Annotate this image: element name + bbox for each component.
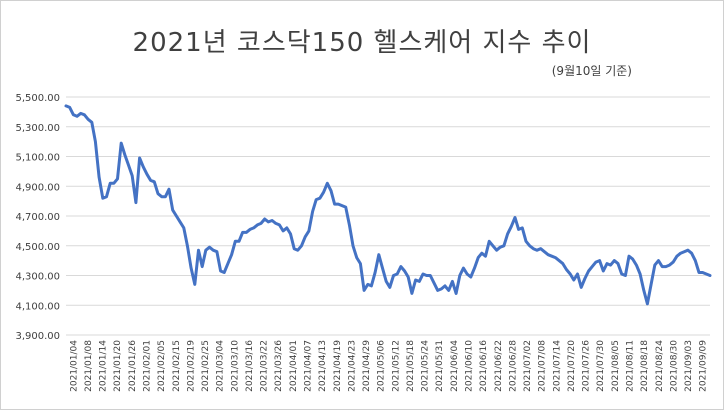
chart-title: 2021년 코스닥150 헬스케어 지수 추이 [132, 28, 592, 58]
x-tick-label: 2021/02/05 [157, 340, 167, 392]
x-tick-label: 2021/04/19 [333, 340, 343, 392]
y-tick-label: 4,900.00 [15, 182, 60, 193]
x-tick-label: 2021/01/14 [99, 340, 109, 392]
x-tick-label: 2021/02/01 [143, 340, 153, 392]
y-tick-label: 4,700.00 [15, 212, 60, 223]
x-tick-label: 2021/04/13 [318, 340, 328, 392]
x-tick-label: 2021/07/20 [567, 340, 577, 392]
x-tick-label: 2021/08/18 [640, 340, 650, 392]
x-tick-label: 2021/08/24 [655, 340, 665, 392]
x-tick-label: 2021/05/18 [406, 340, 416, 392]
x-tick-label: 2021/04/23 [347, 340, 357, 392]
y-tick-label: 4,100.00 [15, 301, 60, 312]
y-tick-label: 4,300.00 [15, 272, 60, 283]
x-tick-label: 2021/05/12 [391, 340, 401, 392]
x-tick-label: 2021/08/05 [611, 340, 621, 392]
series-line [64, 104, 712, 306]
x-tick-label: 2021/05/31 [435, 340, 445, 392]
x-tick-label: 2021/06/10 [465, 340, 475, 392]
x-tick-label: 2021/09/09 [699, 340, 709, 392]
x-tick-label: 2021/06/16 [479, 340, 489, 392]
x-tick-label: 2021/03/04 [216, 340, 226, 392]
x-tick-label: 2021/08/11 [626, 340, 636, 392]
x-tick-label: 2021/04/01 [289, 340, 299, 392]
y-tick-label: 5,500.00 [15, 93, 60, 104]
x-tick-label: 2021/05/06 [377, 340, 387, 392]
x-tick-label: 2021/07/14 [552, 340, 562, 392]
x-tick-label: 2021/02/25 [201, 340, 211, 392]
y-tick-label: 5,100.00 [15, 153, 60, 164]
x-tick-label: 2021/04/07 [304, 340, 314, 392]
x-tick-label: 2021/03/10 [230, 340, 240, 392]
x-tick-label: 2021/09/03 [684, 340, 694, 392]
chart-subtitle: (9월10일 기준) [551, 64, 632, 78]
y-tick-label: 5,300.00 [15, 123, 60, 134]
x-tick-label: 2021/08/30 [669, 340, 679, 392]
x-tick-label: 2021/02/19 [186, 340, 196, 392]
x-tick-label: 2021/07/30 [596, 340, 606, 392]
x-tick-label: 2021/01/08 [84, 340, 94, 392]
x-tick-label: 2021/06/04 [450, 340, 460, 392]
x-tick-label: 2021/03/16 [245, 340, 255, 392]
x-tick-label: 2021/01/20 [113, 340, 123, 392]
x-tick-label: 2021/07/26 [582, 340, 592, 392]
x-tick-label: 2021/06/22 [494, 340, 504, 392]
x-tick-label: 2021/02/15 [172, 340, 182, 392]
y-tick-label: 4,500.00 [15, 242, 60, 253]
x-tick-label: 2021/01/04 [69, 340, 79, 392]
x-tick-label: 2021/01/26 [128, 340, 138, 392]
x-tick-label: 2021/07/08 [538, 340, 548, 392]
x-tick-label: 2021/06/28 [508, 340, 518, 392]
x-tick-label: 2021/03/22 [260, 340, 270, 392]
y-tick-label: 3,900.00 [15, 331, 60, 342]
x-tick-label: 2021/04/29 [362, 340, 372, 392]
x-tick-label: 2021/03/26 [274, 340, 284, 392]
x-tick-label: 2021/05/24 [421, 340, 431, 392]
x-tick-label: 2021/07/02 [523, 340, 533, 392]
